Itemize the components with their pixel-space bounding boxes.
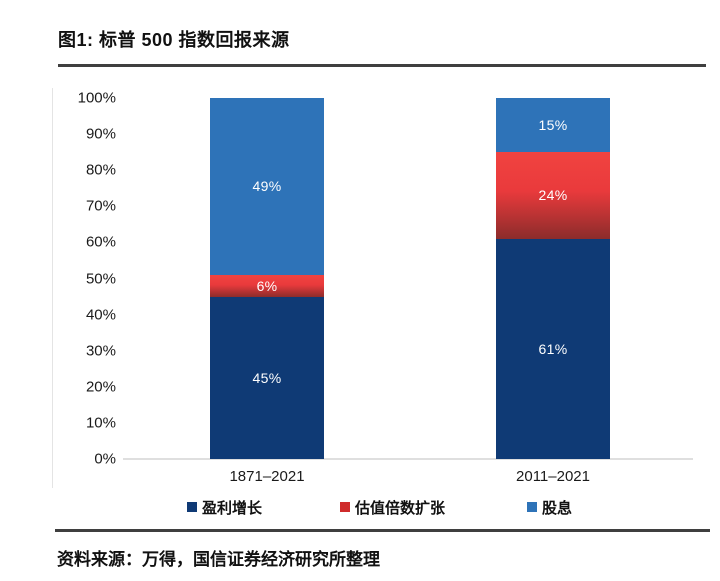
- y-axis-tick: 100%: [77, 89, 116, 107]
- y-axis-tick: 30%: [85, 342, 116, 360]
- plot-frame-left-border: [52, 88, 53, 488]
- x-axis-label: 1871–2021: [229, 468, 305, 485]
- bar-value-label: 15%: [538, 117, 568, 134]
- bar-value-label: 49%: [252, 178, 282, 195]
- legend-label: 估值倍数扩张: [355, 499, 446, 517]
- legend-label: 盈利增长: [202, 499, 263, 517]
- title-divider: [58, 64, 706, 67]
- legend-item: 股息: [527, 497, 572, 517]
- y-axis-tick: 50%: [85, 270, 116, 287]
- bar-0-segment-2: 49%: [210, 98, 324, 275]
- legend-item: 估值倍数扩张: [340, 497, 445, 517]
- y-axis-tick: 60%: [85, 233, 116, 251]
- bar-value-label: 6%: [256, 277, 278, 294]
- y-axis-tick: 80%: [85, 161, 116, 179]
- y-axis-tick: 0%: [94, 450, 116, 468]
- legend-marker-icon: [527, 502, 537, 512]
- bar-1-segment-2: 15%: [496, 98, 610, 153]
- legend-label: 股息: [542, 499, 573, 517]
- y-axis-tick: 20%: [85, 378, 116, 396]
- figure-title: 图1: 标普 500 指数回报来源: [58, 30, 290, 50]
- y-axis-tick: 70%: [85, 197, 116, 215]
- y-axis-tick: 10%: [85, 414, 116, 432]
- bar-value-label: 24%: [538, 187, 568, 204]
- x-axis-line: [123, 458, 693, 460]
- source-text: 资料来源：万得，国信证券经济研究所整理: [57, 550, 380, 569]
- legend-marker-icon: [187, 502, 197, 512]
- y-axis-tick: 90%: [85, 125, 116, 143]
- bar-0-segment-0: 45%: [210, 296, 324, 459]
- y-axis-tick: 40%: [85, 306, 116, 324]
- bar-value-label: 61%: [538, 340, 568, 357]
- x-axis-label: 2011–2021: [516, 468, 590, 485]
- bar-value-label: 45%: [252, 369, 282, 386]
- legend-marker-icon: [340, 502, 350, 512]
- bar-1-segment-1: 24%: [496, 152, 610, 239]
- bar-0-segment-1: 6%: [210, 274, 324, 297]
- source-divider: [55, 529, 710, 532]
- legend-item: 盈利增长: [187, 497, 262, 517]
- bar-1-segment-0: 61%: [496, 238, 610, 459]
